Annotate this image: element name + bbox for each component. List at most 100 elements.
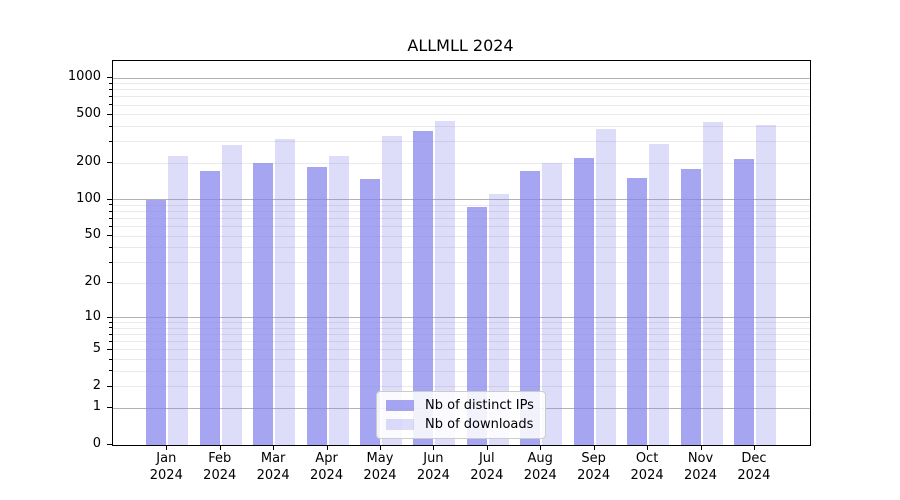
x-tick-label: Jun 2024 <box>416 451 450 483</box>
y-minor-tick-mark <box>109 217 112 219</box>
bar-distinct-ips-jun-2024 <box>413 130 434 445</box>
bar-distinct-ips-jan-2024 <box>146 199 167 445</box>
x-tick-label: Dec 2024 <box>737 451 771 483</box>
legend-item-distinct-ips: Nb of distinct IPs <box>386 399 536 412</box>
gridline-minor <box>113 282 810 284</box>
bar-distinct-ips-aug-2024 <box>520 171 541 445</box>
x-tick-label: Aug 2024 <box>523 451 557 483</box>
gridline-major <box>113 317 810 319</box>
y-tick-label: 5 <box>92 340 101 356</box>
gridline-minor <box>113 341 810 343</box>
x-tick-label: Feb 2024 <box>203 451 237 483</box>
y-tick-mark <box>107 282 112 284</box>
x-tick-mark <box>540 445 542 450</box>
x-tick-mark <box>166 445 168 450</box>
y-tick-label: 1 <box>92 399 101 415</box>
y-tick-label: 50 <box>84 227 101 243</box>
y-minor-tick-mark <box>109 225 112 227</box>
y-tick-mark <box>107 113 112 115</box>
grid-layer <box>113 61 810 445</box>
gridline-minor <box>113 218 810 220</box>
y-tick-label: 1000 <box>67 69 101 85</box>
y-tick-mark <box>107 316 112 318</box>
x-tick-mark <box>379 445 381 450</box>
y-minor-tick-mark <box>109 88 112 90</box>
gridline-minor <box>113 83 810 85</box>
x-tick-mark <box>326 445 328 450</box>
gridline-minor <box>113 89 810 91</box>
gridline-minor <box>113 322 810 324</box>
bars-layer <box>113 61 810 445</box>
y-minor-tick-mark <box>109 125 112 127</box>
x-tick-label: Oct 2024 <box>630 451 664 483</box>
gridline-minor <box>113 141 810 143</box>
y-minor-tick-mark <box>109 340 112 342</box>
gridline-minor <box>113 114 810 116</box>
gridline-minor <box>113 327 810 329</box>
legend-item-downloads: Nb of downloads <box>386 418 536 431</box>
x-tick-mark <box>593 445 595 450</box>
gridline-major <box>113 77 810 79</box>
x-tick-label: Jul 2024 <box>470 451 504 483</box>
x-tick-mark <box>753 445 755 450</box>
bar-downloads-nov-2024 <box>702 121 723 445</box>
y-minor-tick-mark <box>109 358 112 360</box>
x-tick-mark <box>433 445 435 450</box>
gridline-minor <box>113 349 810 351</box>
bar-downloads-dec-2024 <box>755 125 776 445</box>
y-minor-tick-mark <box>109 333 112 335</box>
gridline-minor <box>113 162 810 164</box>
y-tick-mark <box>107 385 112 387</box>
gridline-major <box>113 199 810 201</box>
y-tick-label: 100 <box>76 190 101 206</box>
gridline-minor <box>113 104 810 106</box>
bar-downloads-feb-2024 <box>221 145 242 445</box>
gridline-minor <box>113 235 810 237</box>
gridline-minor <box>113 204 810 206</box>
bar-downloads-jun-2024 <box>435 121 456 445</box>
bar-distinct-ips-dec-2024 <box>733 158 754 445</box>
y-tick-label: 200 <box>76 154 101 170</box>
chart-title: ALLMLL 2024 <box>407 36 514 55</box>
bar-distinct-ips-may-2024 <box>359 179 380 445</box>
y-tick-mark <box>107 348 112 350</box>
bar-distinct-ips-nov-2024 <box>680 168 701 445</box>
y-minor-tick-mark <box>109 104 112 106</box>
y-tick-label: 20 <box>84 274 101 290</box>
gridline-minor <box>113 247 810 249</box>
gridline-minor <box>113 334 810 336</box>
y-minor-tick-mark <box>109 261 112 263</box>
bar-distinct-ips-mar-2024 <box>253 162 274 445</box>
gridline-minor <box>113 211 810 213</box>
x-tick-label: Sep 2024 <box>577 451 611 483</box>
y-tick-mark <box>107 77 112 79</box>
y-tick-mark <box>107 444 112 445</box>
x-tick-mark <box>219 445 221 450</box>
gridline-minor <box>113 96 810 98</box>
y-tick-label: 2 <box>92 377 101 393</box>
legend-swatch-distinct-ips-icon <box>386 400 414 411</box>
x-tick-label: Apr 2024 <box>310 451 344 483</box>
bar-distinct-ips-sep-2024 <box>573 158 594 445</box>
bar-downloads-aug-2024 <box>542 162 563 445</box>
gridline-minor <box>113 126 810 128</box>
x-tick-mark <box>700 445 702 450</box>
bar-downloads-jan-2024 <box>168 156 189 445</box>
bar-downloads-mar-2024 <box>275 138 296 445</box>
y-tick-label: 0 <box>92 436 101 451</box>
x-tick-label: Nov 2024 <box>683 451 718 483</box>
bar-downloads-apr-2024 <box>328 155 349 445</box>
y-minor-tick-mark <box>109 246 112 248</box>
x-tick-label: May 2024 <box>363 451 397 483</box>
x-tick-mark <box>273 445 275 450</box>
y-tick-label: 10 <box>84 308 101 324</box>
gridline-minor <box>113 359 810 361</box>
bar-distinct-ips-oct-2024 <box>627 177 648 445</box>
gridline-minor <box>113 226 810 228</box>
legend-label-downloads: Nb of downloads <box>425 417 534 432</box>
y-minor-tick-mark <box>109 370 112 372</box>
gridline-minor <box>113 262 810 264</box>
y-tick-mark <box>107 198 112 200</box>
legend-swatch-downloads-icon <box>386 419 414 430</box>
